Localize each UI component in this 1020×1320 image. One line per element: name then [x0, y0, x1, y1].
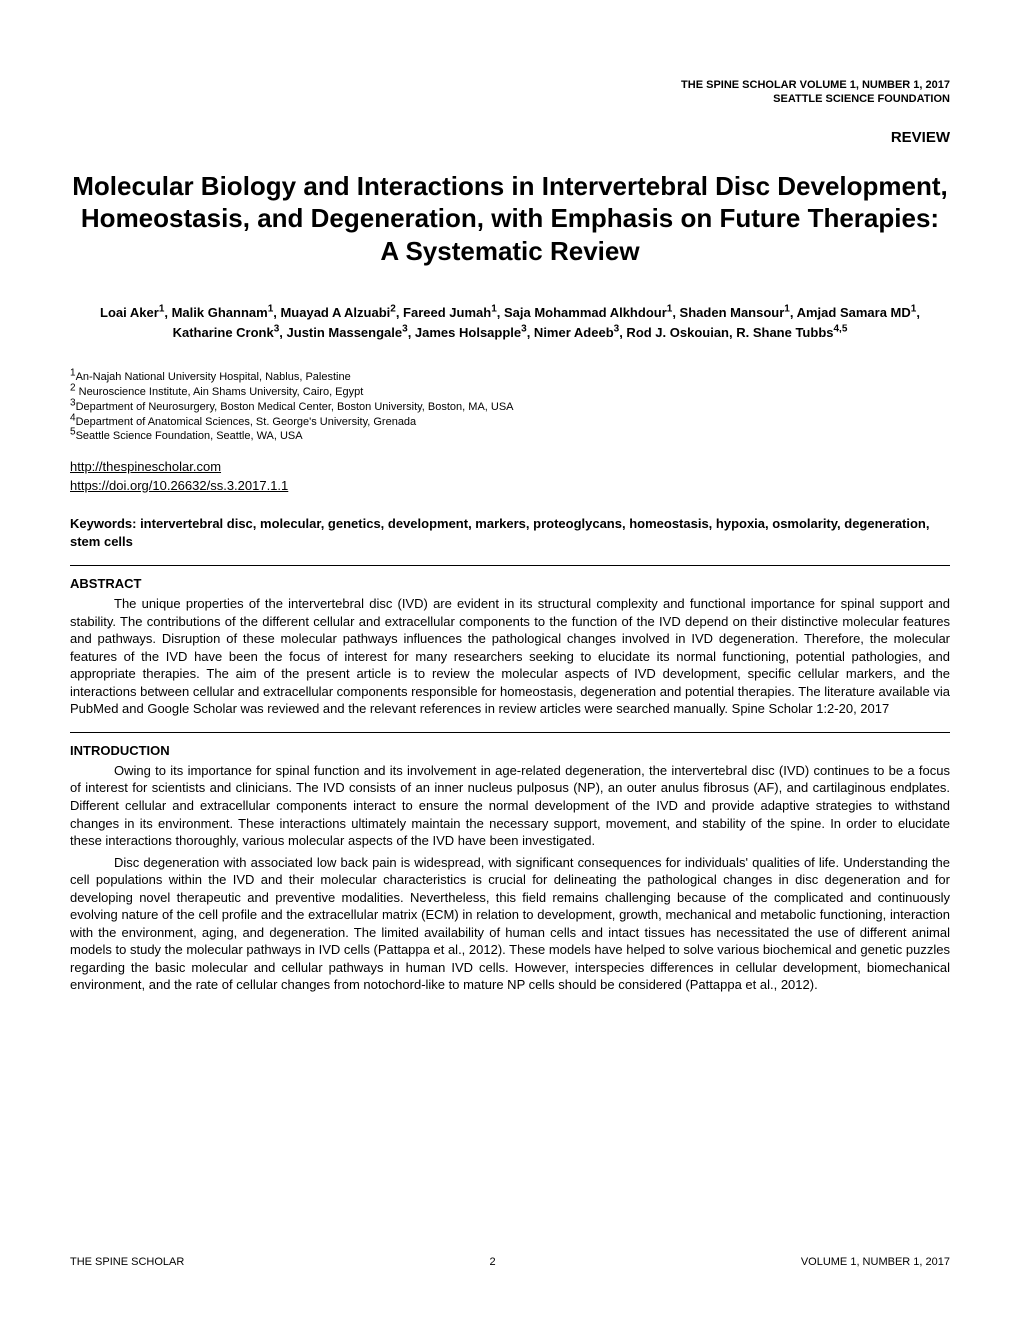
divider [70, 565, 950, 566]
divider [70, 732, 950, 733]
page: THE SPINE SCHOLAR VOLUME 1, NUMBER 1, 20… [0, 0, 1020, 1320]
header-line-2: SEATTLE SCIENCE FOUNDATION [70, 92, 950, 106]
footer-left: THE SPINE SCHOLAR [70, 1256, 184, 1268]
intro-paragraph-1: Owing to its importance for spinal funct… [70, 762, 950, 850]
abstract-body: The unique properties of the interverteb… [70, 595, 950, 718]
intro-p2-text: Disc degeneration with associated low ba… [70, 855, 950, 993]
doi-url[interactable]: https://doi.org/10.26632/ss.3.2017.1.1 [70, 478, 288, 493]
article-title: Molecular Biology and Interactions in In… [70, 170, 950, 268]
intro-p1-text: Owing to its importance for spinal funct… [70, 763, 950, 848]
abstract-heading: ABSTRACT [70, 576, 950, 591]
page-footer: THE SPINE SCHOLAR 2 VOLUME 1, NUMBER 1, … [70, 1256, 950, 1268]
abstract-text: The unique properties of the interverteb… [70, 596, 950, 716]
journal-url[interactable]: http://thespinescholar.com [70, 459, 221, 474]
footer-right: VOLUME 1, NUMBER 1, 2017 [801, 1256, 950, 1268]
article-type: REVIEW [70, 129, 950, 146]
keywords: Keywords: intervertebral disc, molecular… [70, 515, 950, 551]
intro-paragraph-2: Disc degeneration with associated low ba… [70, 854, 950, 994]
authors: Loai Aker1, Malik Ghannam1, Muayad A Alz… [70, 303, 950, 342]
introduction-heading: INTRODUCTION [70, 743, 950, 758]
links-block: http://thespinescholar.com https://doi.o… [70, 458, 950, 494]
affiliation-item: 5Seattle Science Foundation, Seattle, WA… [70, 429, 950, 444]
affiliation-item: 2 Neuroscience Institute, Ain Shams Univ… [70, 385, 950, 400]
affiliation-item: 3Department of Neurosurgery, Boston Medi… [70, 400, 950, 415]
affiliations: 1An-Najah National University Hospital, … [70, 370, 950, 444]
journal-header: THE SPINE SCHOLAR VOLUME 1, NUMBER 1, 20… [70, 78, 950, 107]
affiliation-item: 4Department of Anatomical Sciences, St. … [70, 415, 950, 430]
affiliation-item: 1An-Najah National University Hospital, … [70, 370, 950, 385]
header-line-1: THE SPINE SCHOLAR VOLUME 1, NUMBER 1, 20… [70, 78, 950, 92]
footer-page-number: 2 [490, 1256, 496, 1268]
